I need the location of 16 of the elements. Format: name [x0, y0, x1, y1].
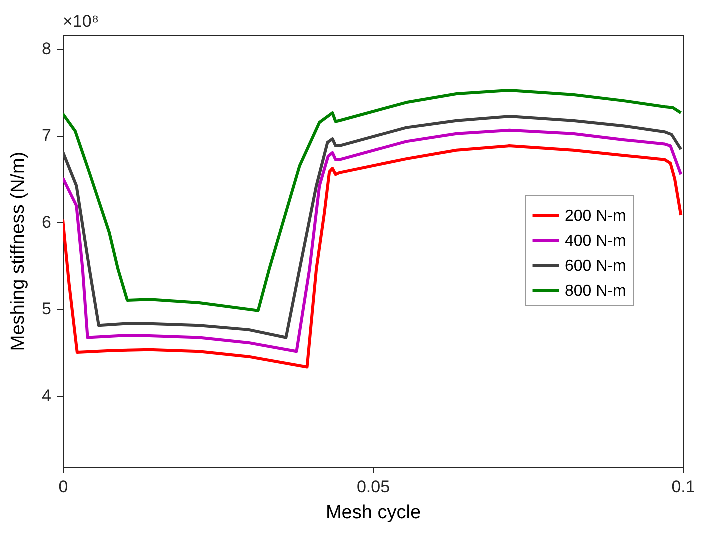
- legend-label: 400 N-m: [565, 233, 626, 250]
- line-series: [63, 89, 683, 312]
- x-tick-label: 0.05: [356, 478, 390, 496]
- legend-label: 200 N-m: [565, 208, 626, 225]
- y-tick-label: 7: [42, 126, 52, 146]
- legend-label: 800 N-m: [565, 283, 626, 300]
- x-tick-label: 0: [58, 478, 68, 496]
- x-axis-title: Mesh cycle: [326, 502, 422, 524]
- y-tick-label: 6: [42, 212, 52, 232]
- y-tick-label: 8: [42, 39, 52, 58]
- legend-label: 600 N-m: [565, 258, 626, 275]
- x-tick-label: 0.1: [672, 478, 696, 496]
- y-tick-label: 4: [42, 386, 52, 406]
- text: ×10⁸: [63, 12, 100, 31]
- y-tick-label: 5: [42, 300, 52, 319]
- y-axis-title: Meshing stiffness (N/m): [8, 152, 30, 352]
